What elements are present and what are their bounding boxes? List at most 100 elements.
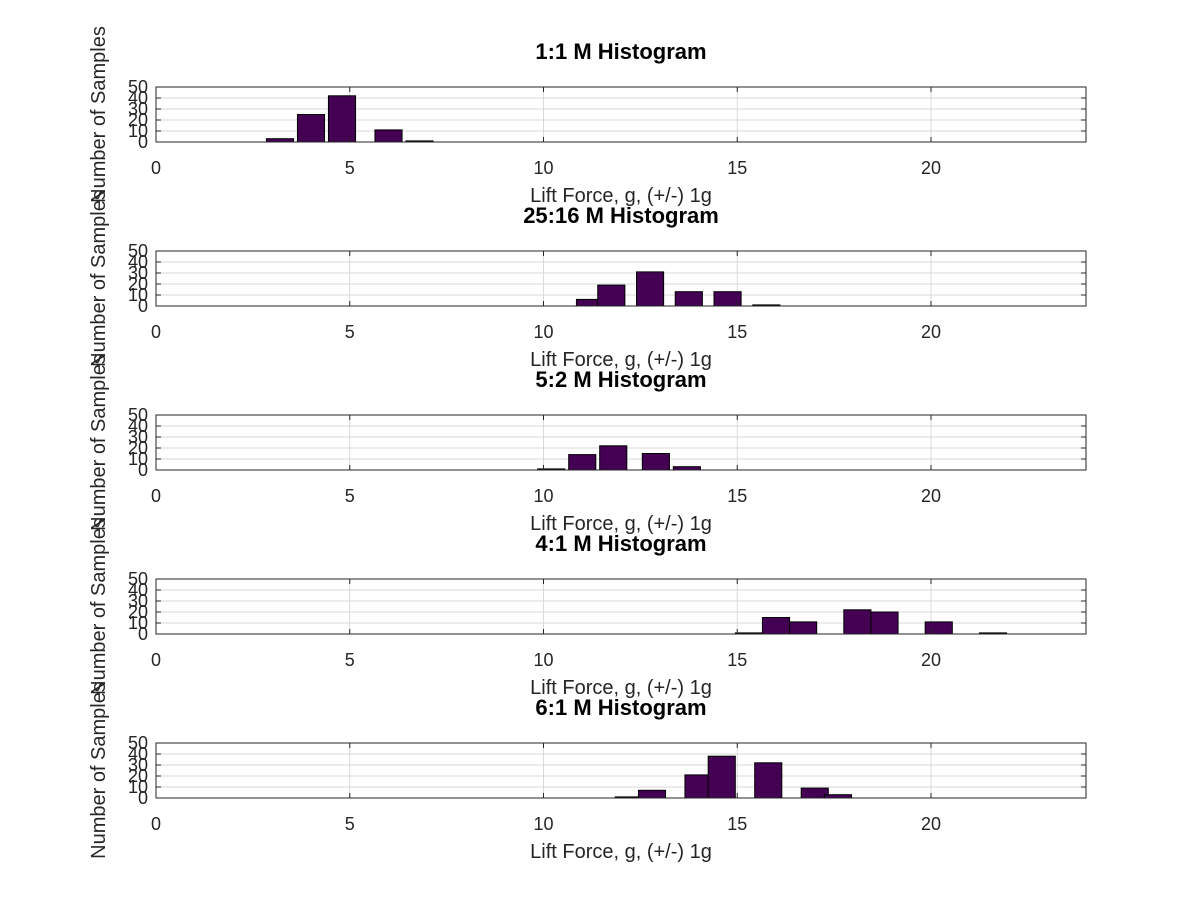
plot-area	[156, 743, 1086, 798]
x-tick-label: 5	[345, 486, 355, 506]
x-tick-label: 5	[345, 814, 355, 834]
plot-frame	[155, 250, 1087, 307]
y-tick-label: 10	[128, 121, 148, 141]
plot-frame	[155, 578, 1087, 635]
histogram-bar	[707, 755, 736, 799]
histogram-bar	[870, 611, 899, 635]
histogram-bar	[641, 453, 670, 471]
x-tick-label: 20	[921, 486, 941, 506]
y-axis-label: Number of Samples	[88, 26, 110, 203]
histogram-bar	[296, 114, 326, 143]
x-tick-label: 0	[151, 158, 161, 178]
y-tick-label: 0	[138, 132, 148, 152]
plot-area	[156, 87, 1086, 142]
y-tick-label: 50	[128, 405, 148, 425]
histogram-bar	[637, 789, 667, 799]
histogram-bar	[754, 762, 783, 799]
y-tick-label: 20	[128, 274, 148, 294]
y-tick-label: 40	[128, 88, 148, 108]
histogram-bar	[674, 291, 703, 307]
histogram-bar	[327, 95, 357, 143]
x-tick-label: 10	[533, 650, 553, 670]
x-tick-label: 10	[533, 486, 553, 506]
plot-frame	[155, 86, 1087, 143]
x-tick-label: 10	[533, 158, 553, 178]
histogram-bar	[761, 617, 791, 635]
y-tick-label: 50	[128, 569, 148, 589]
x-tick-label: 0	[151, 814, 161, 834]
histogram-bar	[789, 621, 818, 635]
x-tick-label: 15	[727, 650, 747, 670]
histogram-bar	[599, 445, 628, 471]
chart-title: 6:1 M Histogram	[535, 695, 706, 720]
y-tick-label: 20	[128, 438, 148, 458]
x-tick-label: 20	[921, 158, 941, 178]
x-tick-label: 20	[921, 650, 941, 670]
histogram-bar	[568, 454, 597, 471]
x-axis-label: Lift Force, g, (+/-) 1g	[530, 841, 712, 863]
y-tick-label: 0	[138, 460, 148, 480]
x-tick-label: 0	[151, 322, 161, 342]
histogram-bar	[374, 129, 403, 143]
x-tick-label: 5	[345, 158, 355, 178]
y-axis-label: Number of Samples	[88, 190, 110, 367]
y-tick-label: 40	[128, 252, 148, 272]
x-tick-label: 15	[727, 322, 747, 342]
y-tick-label: 0	[138, 296, 148, 316]
y-tick-label: 10	[128, 777, 148, 797]
y-tick-label: 10	[128, 613, 148, 633]
histogram-bar	[843, 609, 872, 635]
y-tick-label: 0	[138, 624, 148, 644]
chart-title: 1:1 M Histogram	[535, 39, 706, 64]
y-tick-label: 30	[128, 591, 148, 611]
x-tick-label: 5	[345, 650, 355, 670]
chart-title: 5:2 M Histogram	[535, 367, 706, 392]
x-tick-label: 5	[345, 322, 355, 342]
x-tick-label: 20	[921, 814, 941, 834]
y-tick-label: 30	[128, 99, 148, 119]
y-tick-label: 20	[128, 602, 148, 622]
y-tick-label: 40	[128, 580, 148, 600]
x-tick-label: 15	[727, 486, 747, 506]
y-tick-label: 20	[128, 110, 148, 130]
x-axis-label: Lift Force, g, (+/-) 1g	[530, 677, 712, 699]
y-axis-label: Number of Samples	[88, 682, 110, 859]
y-tick-label: 40	[128, 416, 148, 436]
y-tick-label: 50	[128, 77, 148, 97]
x-tick-label: 10	[533, 814, 553, 834]
chart-title: 25:16 M Histogram	[523, 203, 719, 228]
x-axis-label: Lift Force, g, (+/-) 1g	[530, 349, 712, 371]
x-tick-label: 15	[727, 158, 747, 178]
x-tick-label: 0	[151, 650, 161, 670]
y-tick-label: 50	[128, 241, 148, 261]
y-tick-label: 50	[128, 733, 148, 753]
x-axis-label: Lift Force, g, (+/-) 1g	[530, 185, 712, 207]
histogram-bar	[924, 621, 953, 635]
y-tick-label: 10	[128, 449, 148, 469]
x-tick-label: 0	[151, 486, 161, 506]
x-tick-label: 15	[727, 814, 747, 834]
y-tick-label: 20	[128, 766, 148, 786]
y-tick-label: 30	[128, 263, 148, 283]
y-tick-label: 0	[138, 788, 148, 808]
x-axis-label: Lift Force, g, (+/-) 1g	[530, 513, 712, 535]
plot-frame	[155, 414, 1087, 471]
y-axis-label: Number of Samples	[88, 518, 110, 695]
y-tick-label: 10	[128, 285, 148, 305]
y-tick-label: 30	[128, 755, 148, 775]
y-tick-label: 30	[128, 427, 148, 447]
x-tick-label: 10	[533, 322, 553, 342]
histogram-bar	[597, 284, 626, 307]
y-axis-label: Number of Samples	[88, 354, 110, 531]
histogram-bar	[636, 271, 665, 307]
y-tick-label: 40	[128, 744, 148, 764]
x-tick-label: 20	[921, 322, 941, 342]
chart-title: 4:1 M Histogram	[535, 531, 706, 556]
plot-frame	[155, 742, 1087, 799]
